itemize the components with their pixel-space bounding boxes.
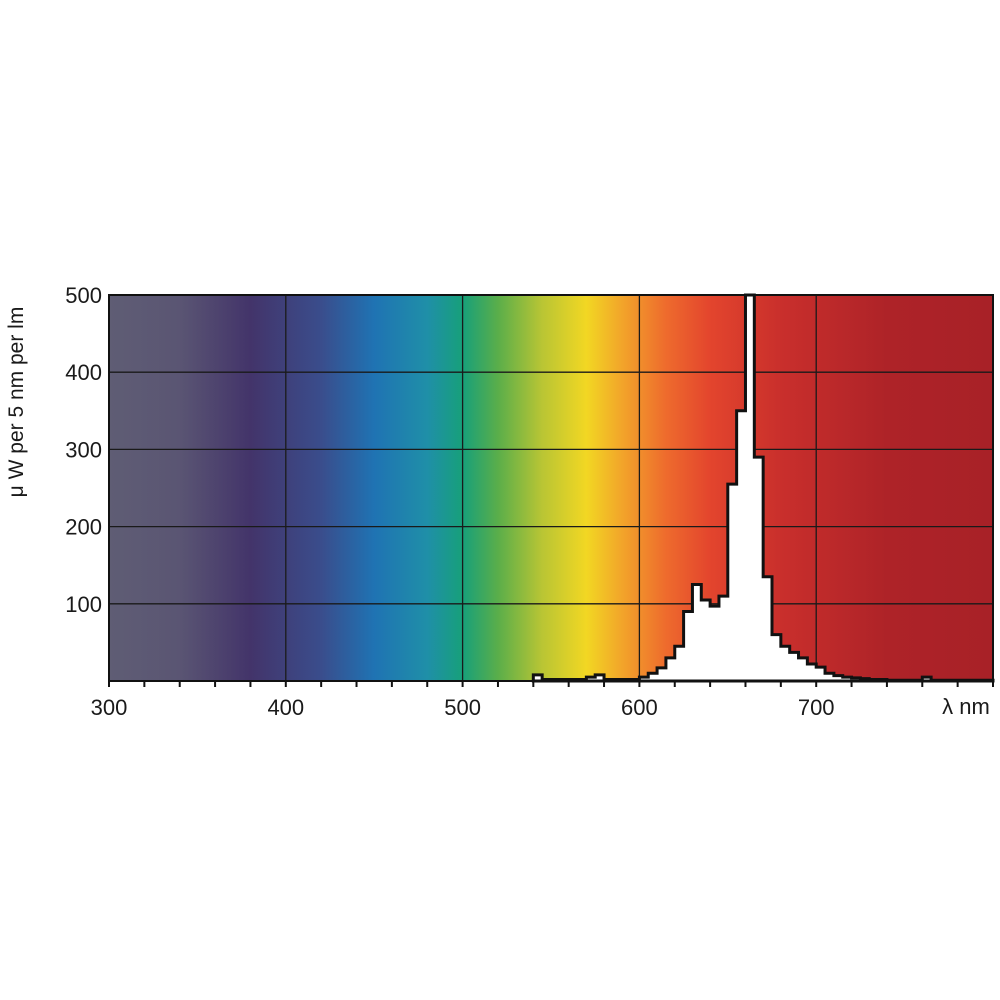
y-tick-label: 500 [65,283,102,308]
plot-frame [108,294,994,682]
y-tick-label: 300 [65,437,102,462]
x-tick-label: 500 [444,695,481,720]
y-axis-tick-labels: 100 200 300 400 500 [65,283,102,617]
x-tick-label: 300 [91,695,128,720]
x-axis-tick-labels: 300 400 500 600 700 [91,695,835,720]
axis-ticks [108,681,994,687]
x-tick-label: 700 [798,695,835,720]
y-tick-label: 200 [65,515,102,540]
y-tick-label: 400 [65,360,102,385]
y-tick-label: 100 [65,592,102,617]
x-tick-label: 400 [267,695,304,720]
spectrum-background [109,295,993,681]
x-axis-title: λ nm [942,694,990,719]
x-tick-label: 600 [621,695,658,720]
y-axis-title: μ W per 5 nm per lm [5,307,28,498]
